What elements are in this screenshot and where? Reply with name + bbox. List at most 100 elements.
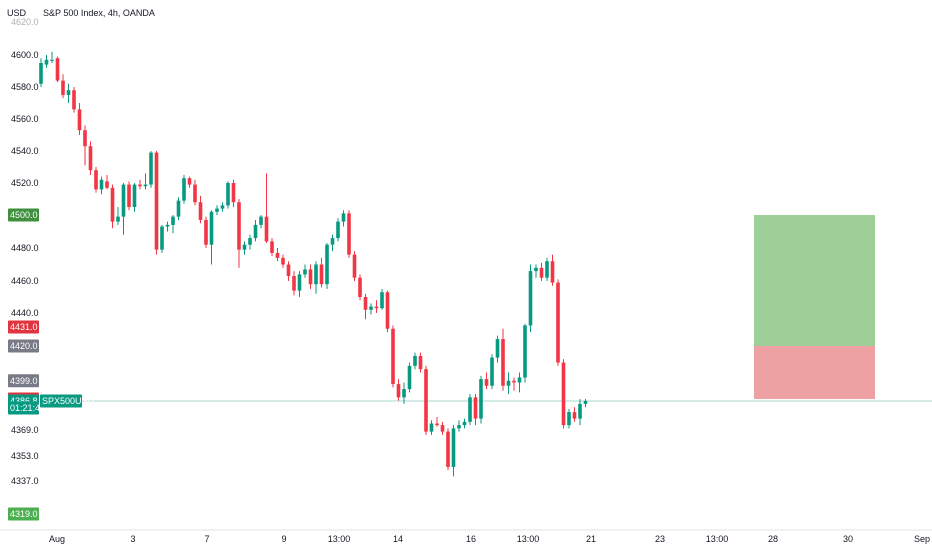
candle-body bbox=[66, 90, 71, 95]
candle bbox=[138, 179, 142, 190]
candle bbox=[275, 248, 280, 262]
candle-body bbox=[462, 421, 467, 426]
candle-body bbox=[413, 355, 417, 366]
candle bbox=[495, 335, 500, 363]
candle-body bbox=[418, 355, 423, 370]
price-tag-bg bbox=[8, 339, 39, 353]
price-tag-label: 4399.0 bbox=[10, 376, 38, 386]
price-tag-label: 4319.0 bbox=[10, 509, 38, 519]
candle bbox=[303, 264, 307, 278]
candle bbox=[374, 300, 379, 313]
candle-body bbox=[264, 216, 269, 242]
price-tag-bg bbox=[8, 208, 39, 222]
x-tick-label: 3 bbox=[130, 534, 135, 544]
candle bbox=[319, 257, 324, 288]
price-tag-label: 4500.0 bbox=[10, 210, 38, 220]
candle bbox=[484, 372, 489, 390]
candle bbox=[501, 328, 505, 391]
price-tag-bg bbox=[8, 507, 39, 521]
candle bbox=[396, 379, 401, 401]
y-tick-label: 4620.0 bbox=[11, 17, 39, 27]
candle-body bbox=[127, 184, 131, 207]
candle bbox=[160, 224, 164, 253]
candle-body bbox=[308, 269, 313, 285]
candle-body bbox=[490, 357, 494, 386]
x-tick-label: 13:00 bbox=[328, 534, 351, 544]
candle bbox=[231, 179, 236, 207]
candle-body bbox=[99, 179, 104, 190]
candle-body bbox=[325, 244, 329, 285]
candle-body bbox=[330, 238, 335, 245]
candle-body bbox=[451, 428, 456, 467]
candle bbox=[50, 51, 54, 63]
candle bbox=[176, 197, 181, 220]
candle bbox=[490, 354, 494, 390]
candle bbox=[539, 262, 544, 281]
candle-body bbox=[358, 277, 362, 297]
candle bbox=[88, 141, 93, 175]
candle bbox=[567, 408, 571, 429]
y-tick-label: 4520.0 bbox=[11, 178, 39, 188]
candle-body bbox=[446, 431, 450, 467]
candle-body bbox=[292, 276, 296, 291]
candle bbox=[154, 151, 159, 255]
candle bbox=[451, 425, 456, 477]
candle-body bbox=[402, 389, 406, 398]
candle bbox=[402, 382, 406, 404]
candle bbox=[171, 215, 175, 234]
candle-body bbox=[440, 425, 445, 432]
candle bbox=[270, 238, 274, 257]
candle bbox=[198, 195, 203, 224]
candle bbox=[473, 394, 478, 426]
candle bbox=[369, 303, 373, 315]
symbol-tag-bg bbox=[40, 394, 82, 408]
y-tick-label: 4369.0 bbox=[11, 425, 39, 435]
x-tick-label: 21 bbox=[586, 534, 596, 544]
candle bbox=[418, 352, 423, 373]
stop-zone bbox=[754, 346, 875, 399]
candle-body bbox=[110, 187, 115, 222]
candle-body bbox=[396, 384, 401, 398]
candle bbox=[308, 264, 313, 289]
candle-body bbox=[121, 184, 126, 217]
candle-body bbox=[143, 184, 148, 187]
x-tick-label: 13:00 bbox=[706, 534, 729, 544]
candle-body bbox=[61, 80, 65, 95]
candle-body bbox=[556, 282, 560, 363]
candle bbox=[55, 56, 60, 83]
candle-body bbox=[424, 369, 428, 432]
candle bbox=[517, 372, 522, 393]
x-tick-label: 30 bbox=[843, 534, 853, 544]
candle-body bbox=[281, 257, 285, 265]
price-tag: 4399.0 bbox=[8, 374, 39, 388]
candle-body bbox=[435, 423, 439, 426]
candle bbox=[204, 216, 208, 248]
price-tag-label: 4420.0 bbox=[10, 341, 38, 351]
candle-body bbox=[336, 221, 340, 239]
candle bbox=[506, 372, 511, 395]
candle bbox=[242, 241, 247, 255]
candle bbox=[380, 289, 384, 310]
candle-body bbox=[572, 412, 577, 419]
price-tag-bg bbox=[8, 320, 39, 334]
candle-body bbox=[468, 397, 472, 422]
candle bbox=[39, 58, 43, 87]
candle bbox=[583, 399, 588, 408]
candle-body bbox=[374, 306, 379, 309]
candle-body bbox=[407, 365, 412, 390]
candle-body bbox=[380, 292, 384, 309]
x-tick-label: 14 bbox=[393, 534, 403, 544]
candle bbox=[94, 167, 98, 193]
candle-body bbox=[204, 219, 208, 245]
candle bbox=[528, 264, 533, 333]
candle-body bbox=[319, 264, 324, 285]
candle bbox=[193, 179, 197, 206]
candle-body bbox=[363, 297, 368, 310]
candle bbox=[215, 205, 219, 215]
candle-body bbox=[55, 58, 60, 81]
candle bbox=[385, 290, 390, 333]
candle-body bbox=[550, 261, 555, 283]
candle-body bbox=[176, 200, 181, 217]
candle bbox=[341, 210, 346, 227]
